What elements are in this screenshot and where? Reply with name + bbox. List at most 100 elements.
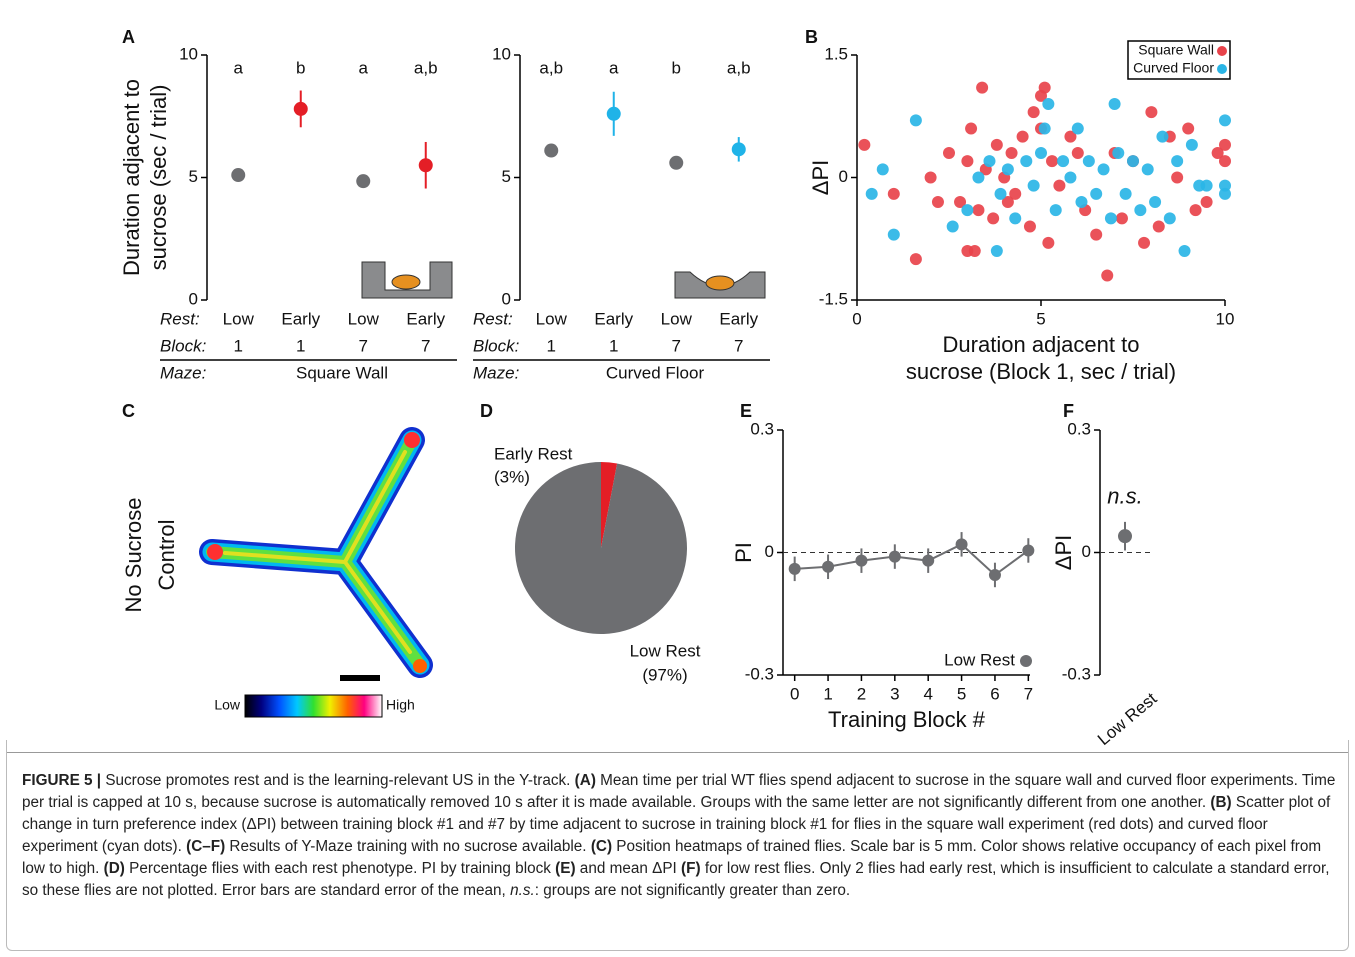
significance-letter: b (672, 58, 681, 77)
x-tick-label: Early (406, 309, 445, 328)
x-tick-label: 5 (1036, 309, 1045, 328)
legend-label: Curved Floor (1133, 60, 1214, 76)
y-axis-label: ΔPI (808, 160, 833, 195)
y-tick-label: 0 (1082, 542, 1091, 561)
x-tick-label: Early (281, 309, 320, 328)
y-tick-label: 1.5 (824, 44, 848, 63)
scatter-point (972, 204, 985, 217)
row-label: Maze: (473, 363, 520, 382)
significance-letter: b (296, 58, 305, 77)
scatter-point (858, 138, 871, 151)
row-label: Rest: (473, 309, 513, 328)
scatter-point (1042, 236, 1055, 249)
block-label: 1 (296, 336, 305, 355)
scatter-point (1112, 147, 1125, 159)
x-tick-label: 4 (923, 684, 932, 703)
caption-bold: (C) (590, 838, 613, 855)
panel-label: B (805, 27, 818, 47)
row-label: Maze: (160, 363, 207, 382)
scatter-point (909, 253, 922, 266)
color-bar-low: Low (214, 697, 241, 713)
pie-label: Early Rest (494, 444, 573, 463)
legend-marker (1020, 655, 1032, 667)
scatter-point (1001, 196, 1014, 208)
x-axis-label: sucrose (Block 1, sec / trial) (906, 359, 1176, 384)
y-tick-label: -1.5 (819, 289, 848, 308)
block-label: 7 (359, 336, 368, 355)
scatter-point (976, 81, 989, 94)
scatter-point (1200, 179, 1213, 192)
y-tick-label: 0 (765, 542, 774, 561)
separator (6, 752, 1349, 753)
maze-label: Curved Floor (606, 363, 705, 382)
scatter-point (965, 122, 978, 135)
x-tick-label: Low (223, 309, 255, 328)
scatter-point (1156, 130, 1169, 143)
y-tick-label: -0.3 (1062, 664, 1091, 683)
pie-value-label: (3%) (494, 467, 530, 486)
caption-text: Sucrose promotes rest and is the learnin… (101, 772, 575, 789)
significance-letter: a (359, 58, 369, 77)
caption-bold: (C–F) (186, 838, 226, 855)
scatter-point (1009, 212, 1022, 225)
y-tick-label: 0.3 (1067, 419, 1091, 438)
scatter-point (983, 155, 996, 168)
panel-label: C (122, 401, 135, 421)
scatter-point (943, 147, 955, 159)
scatter-point (990, 245, 1003, 257)
data-point (231, 168, 246, 183)
pie-slice (515, 462, 688, 634)
row-label: Block: (160, 336, 207, 355)
legend-label: Square Wall (1138, 42, 1214, 58)
y-tick-label: 0.3 (750, 419, 774, 438)
scatter-point (931, 196, 944, 208)
scatter-point (1149, 196, 1162, 208)
caption-text: Mean time per trial WT flies spend adjac… (22, 772, 1336, 811)
scatter-point (1134, 204, 1147, 217)
caption-bold: FIGURE 5 | (22, 772, 102, 789)
caption-text: and mean ΔPI (575, 860, 682, 877)
significance-letter: a (609, 58, 619, 77)
scatter-point (1219, 114, 1231, 127)
row-label: Block: (473, 336, 520, 355)
scatter-point (1178, 245, 1191, 257)
scatter-point (1097, 163, 1110, 176)
significance-letter: a,b (414, 58, 438, 77)
scatter-point (972, 171, 985, 184)
curved-floor-icon (674, 271, 766, 299)
caption-text: for low rest flies. Only 2 flies had ear… (22, 860, 1330, 899)
y-tick-label: 10 (492, 44, 511, 63)
scatter-point (1101, 269, 1114, 282)
pie-slice (601, 462, 618, 548)
scatter-point (1057, 155, 1070, 168)
y-tick-label: 10 (179, 44, 198, 63)
caption-text: Position heatmaps of trained flies. Scal… (22, 838, 1322, 877)
y-tick-label: 0 (502, 289, 511, 308)
panel-label: D (480, 401, 493, 421)
y-tick-label: -0.3 (745, 664, 774, 683)
figure-panels: C No Sucrose Control Low High A0510Durat… (119, 27, 1235, 749)
caption-italic: n.s. (510, 882, 535, 899)
data-point (418, 158, 433, 173)
color-bar (244, 694, 383, 718)
data-point (888, 550, 901, 563)
scatter-point (1090, 228, 1103, 241)
scatter-point (1027, 179, 1040, 192)
data-point (1022, 544, 1035, 557)
scatter-point (961, 155, 974, 168)
scatter-point (1115, 212, 1128, 225)
scatter-point (1001, 163, 1014, 176)
scatter-point (1219, 138, 1231, 151)
legend-marker (1217, 46, 1227, 56)
data-point (922, 554, 935, 567)
panel-label: F (1063, 401, 1074, 421)
scatter-point (1042, 98, 1055, 110)
scatter-point (1189, 204, 1202, 217)
scatter-point (1071, 147, 1084, 159)
scatter-point (987, 212, 1000, 225)
block-label: 1 (234, 336, 243, 355)
data-point (669, 155, 684, 170)
data-point (731, 142, 746, 157)
annotation: n.s. (1107, 484, 1142, 509)
scatter-point (1200, 196, 1213, 208)
